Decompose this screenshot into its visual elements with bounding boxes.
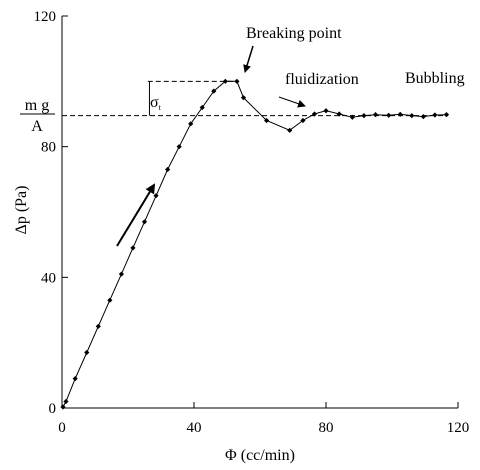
data-point (130, 245, 136, 251)
y-axis-ticks: 0 40 80 120 (34, 9, 68, 417)
data-point (264, 117, 270, 124)
data-point (349, 114, 355, 120)
breaking-point-arrow (243, 45, 254, 73)
x-tick-label: 0 (58, 420, 66, 436)
fluidization-label: fluidization (285, 71, 359, 88)
data-point (420, 114, 426, 120)
reference-lines (62, 80, 449, 117)
data-point (432, 112, 438, 118)
data-point (188, 121, 194, 127)
data-point (165, 166, 171, 173)
data-point (300, 117, 306, 124)
x-tick-label: 40 (187, 420, 202, 436)
weight-denominator: A (31, 118, 43, 135)
increasing-flow-arrow (116, 183, 156, 247)
data-point (107, 297, 113, 303)
data-point (397, 111, 403, 117)
sigma-subscript: t (159, 103, 162, 112)
y-tick-label: 0 (49, 401, 57, 417)
x-tick-label: 80 (319, 420, 334, 436)
data-point (386, 112, 392, 118)
data-point (60, 404, 66, 410)
series-line (62, 80, 447, 408)
x-tick-label: 120 (447, 420, 470, 436)
y-tick-label: 120 (34, 9, 57, 25)
data-point (141, 219, 148, 225)
y-tick-label: 40 (41, 270, 56, 286)
data-point (240, 95, 247, 101)
data-point (311, 111, 318, 117)
data-point (211, 88, 217, 94)
data-point (372, 112, 379, 118)
y-axis-label: Δp (Pa) (13, 186, 30, 235)
data-point (234, 78, 240, 84)
data-point (443, 112, 450, 118)
data-point (176, 144, 182, 150)
sigma-letter: σ (150, 94, 159, 111)
data-point (287, 127, 293, 133)
data-point (336, 111, 342, 117)
y-tick-label: 80 (41, 140, 56, 156)
sigma-symbol: σt (150, 94, 162, 112)
data-point (361, 113, 367, 119)
x-axis-label: Φ (cc/min) (225, 447, 295, 464)
data-point (63, 398, 69, 405)
data-point (118, 271, 124, 277)
fluidization-arrow (278, 96, 306, 108)
data-series (60, 78, 450, 410)
data-point (222, 78, 228, 84)
data-point (72, 376, 78, 382)
data-point (323, 108, 329, 114)
x-axis-ticks: 0 40 80 120 (58, 402, 469, 436)
weight-numerator: m g (25, 97, 49, 114)
bubbling-label: Bubbling (405, 70, 465, 87)
data-point (409, 113, 415, 119)
breaking-point-label: Breaking point (246, 25, 342, 42)
data-point (95, 323, 101, 329)
data-point (153, 193, 159, 199)
data-point (199, 104, 205, 111)
data-point (84, 349, 90, 356)
